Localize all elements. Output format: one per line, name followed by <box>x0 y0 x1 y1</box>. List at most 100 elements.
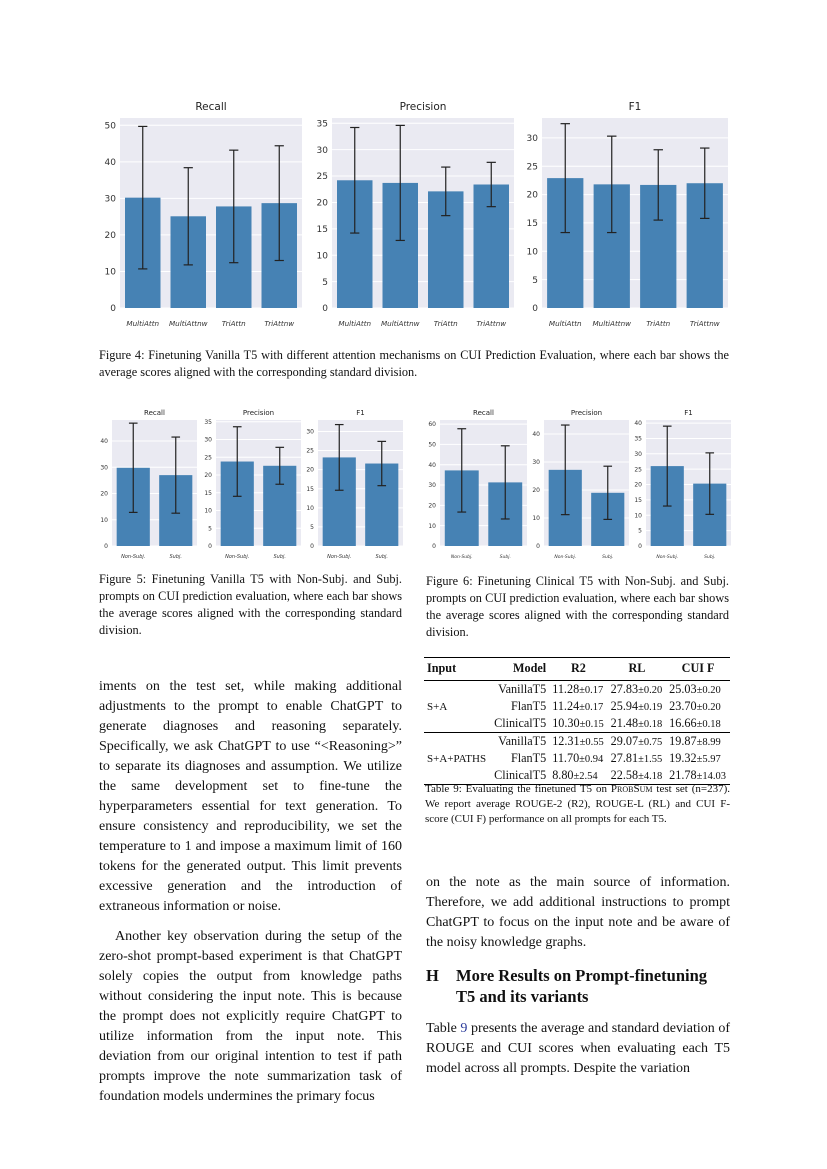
x-tick-label: MultiAttn <box>126 319 159 328</box>
chart-f6-f1: 0 5 10 15 20 25 30 35 40 Non-Subj. Subj. F1 <box>634 409 731 560</box>
y-tick-label: 60 <box>428 421 436 428</box>
cell-r2: 11.28±0.17 <box>549 681 607 699</box>
std-value: ±0.17 <box>579 685 604 696</box>
cell-r2: 11.70±0.94 <box>549 750 607 767</box>
std-value: ±0.75 <box>638 737 663 748</box>
y-tick-label: 30 <box>317 146 329 156</box>
std-value: ±0.18 <box>638 719 663 730</box>
right-column-para-1: on the note as the main source of inform… <box>426 875 730 950</box>
y-tick-label: 20 <box>428 502 436 509</box>
y-tick-label: 25 <box>527 162 538 172</box>
x-tick-label: Subj. <box>274 554 287 560</box>
std-value: ±0.19 <box>638 702 663 713</box>
y-tick-label: 40 <box>428 462 436 469</box>
cell-cui: 21.78±14.03 <box>666 767 730 784</box>
header-model: Model <box>490 658 550 681</box>
y-tick-label: 25 <box>634 466 642 473</box>
y-tick-label: 15 <box>204 490 212 497</box>
y-tick-label: 0 <box>104 543 108 550</box>
mean-value: 29.07 <box>610 734 639 748</box>
x-tick-label: Non-Subj. <box>554 554 576 560</box>
table-row: S+A VanillaT5 11.28±0.17 27.83±0.20 25.03±0.… <box>424 681 730 713</box>
table-9-link[interactable]: 9 <box>460 1021 468 1036</box>
y-tick-label: 30 <box>634 451 642 458</box>
table-row: ClinicalT5 10.30±0.15 21.48±0.18 16.66±0.18 <box>424 715 730 733</box>
y-tick-label: 30 <box>532 459 540 466</box>
cell-rl: 22.58±4.18 <box>608 767 666 784</box>
y-tick-label: 20 <box>527 191 539 201</box>
paragraph: Another key observation during the setup… <box>99 929 402 1104</box>
x-tick-label: Subj. <box>170 554 183 560</box>
x-tick-label: MultiAttnw <box>592 319 631 328</box>
y-tick-label: 10 <box>105 268 117 278</box>
y-tick-label: 15 <box>634 497 642 504</box>
cell-cui: 19.87±8.99 <box>666 732 730 750</box>
chart-title: Precision <box>571 409 602 417</box>
figure-4-caption: Figure 4: Finetuning Vanilla T5 with dif… <box>99 348 729 379</box>
std-value: ±5.97 <box>696 754 721 765</box>
chart-f4-f1: 0 5 10 15 20 25 30 MultiAttn MultiAttnw TriAttn Tr… <box>527 101 728 328</box>
section-number: H <box>426 966 439 985</box>
x-tick-label: TriAttnw <box>476 319 506 328</box>
y-tick-label: 30 <box>100 464 108 471</box>
std-value: ±4.18 <box>638 771 663 782</box>
table-9: Input Model R2 RL CUI F S+A VanillaT5 11.2… <box>424 657 730 785</box>
y-tick-label: 50 <box>105 121 117 131</box>
dataset-name: ProbSum <box>610 783 653 795</box>
cell-cui: 19.32±5.97 <box>666 750 730 767</box>
chart-title: F1 <box>629 101 642 113</box>
y-tick-label: 40 <box>634 420 642 427</box>
std-value: ±0.55 <box>579 737 604 748</box>
x-tick-label: MultiAttnw <box>169 319 208 328</box>
x-tick-label: MultiAttn <box>338 319 371 328</box>
y-tick-label: 30 <box>105 195 117 205</box>
paragraph: iments on the test set, while making add… <box>99 679 402 914</box>
y-tick-label: 0 <box>532 304 538 314</box>
text: presents the average and standard deviat… <box>426 1021 730 1076</box>
y-tick-label: 20 <box>204 472 212 479</box>
y-tick-label: 5 <box>532 276 538 286</box>
x-tick-label: Subj. <box>500 554 511 560</box>
cell-rl: 29.07±0.75 <box>607 732 667 750</box>
table-row: S+A+PATHS VanillaT5 12.31±0.55 29.07±0.75 19… <box>424 732 730 784</box>
y-tick-label: 15 <box>317 225 328 235</box>
cell-model: ClinicalT5 <box>494 768 547 782</box>
y-tick-label: 0 <box>110 304 116 314</box>
x-tick-label: Non-Subj. <box>225 554 249 560</box>
chart-f5-recall: 0 10 20 30 40 Non-Subj. Subj. Recall <box>100 409 197 560</box>
std-value: ±0.15 <box>579 719 604 730</box>
cell-model: FlanT5 <box>510 751 547 765</box>
cell-model: ClinicalT5 <box>494 716 547 730</box>
y-tick-label: 30 <box>306 429 314 436</box>
cell-rl: 27.81±1.55 <box>608 750 666 767</box>
chart-title: F1 <box>356 409 364 417</box>
x-tick-label: Subj. <box>704 554 715 560</box>
y-tick-label: 50 <box>428 441 436 448</box>
x-tick-label: TriAttn <box>434 319 458 328</box>
y-tick-label: 0 <box>322 304 328 314</box>
y-tick-label: 0 <box>536 543 540 550</box>
y-tick-label: 0 <box>638 543 642 550</box>
mean-value: 25.94 <box>610 699 639 713</box>
chart-f5-precision: 0 5 10 15 20 25 30 35 Non-Subj. Subj. Precision <box>204 409 301 560</box>
section-title: More Results on Prompt-finetuning T5 and… <box>456 966 708 1006</box>
cell-input: S+A <box>427 700 448 713</box>
cell-r2: 12.31±0.55 <box>549 732 608 750</box>
x-tick-label: MultiAttn <box>549 319 582 328</box>
y-tick-label: 10 <box>100 517 108 524</box>
chart-f5-f1: 0 5 10 15 20 25 30 Non-Subj. Subj. F1 <box>306 409 403 560</box>
x-tick-label: Non-Subj. <box>451 554 473 560</box>
y-tick-label: 5 <box>208 525 212 532</box>
mean-value: 8.80 <box>552 768 574 782</box>
table-row: FlanT5 11.70±0.94 27.81±1.55 19.32±5.97 <box>424 750 730 767</box>
mean-value: 19.32 <box>669 751 697 765</box>
header-cui-f: CUI F <box>666 658 730 681</box>
y-tick-label: 30 <box>204 437 212 444</box>
y-tick-label: 5 <box>322 278 328 288</box>
y-tick-label: 20 <box>634 482 642 489</box>
y-tick-label: 0 <box>208 543 212 550</box>
x-tick-label: Subj. <box>376 554 389 560</box>
y-tick-label: 10 <box>204 508 212 515</box>
mean-value: 12.31 <box>552 734 580 748</box>
cell-r2: 10.30±0.15 <box>549 715 607 733</box>
